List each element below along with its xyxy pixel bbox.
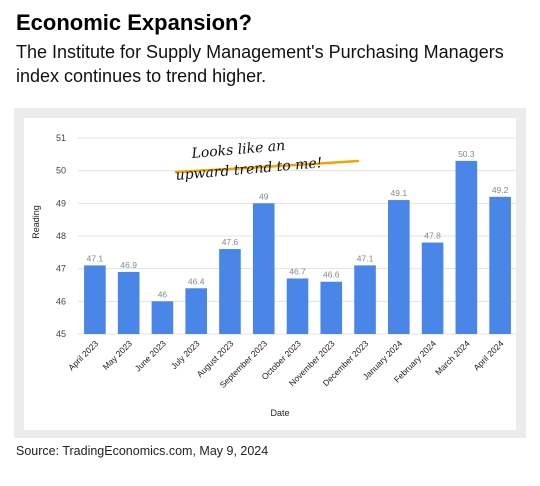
bars <box>84 160 511 334</box>
bar <box>489 196 511 334</box>
y-axis-label: Reading <box>31 205 41 239</box>
headline: Economic Expansion? <box>16 10 252 35</box>
bar <box>84 265 106 334</box>
bar <box>455 160 478 334</box>
y-tick-label: 48 <box>56 231 66 241</box>
data-label: 47.6 <box>222 237 239 247</box>
data-labels: 47.1 46.9 46 46.4 47.6 49 46.7 46.6 47.1 49.1 47.8… <box>87 149 509 299</box>
data-label: 49.2 <box>492 185 509 195</box>
x-axis-label: Date <box>270 408 289 418</box>
bar <box>354 265 376 334</box>
y-tick-label: 47 <box>56 264 66 274</box>
data-label: 49.1 <box>391 188 408 198</box>
x-tick-label: April 2024 <box>471 338 505 372</box>
data-label: 46 <box>158 289 168 299</box>
annotation: Looks like an upward trend to me! <box>174 138 360 184</box>
data-label: 49 <box>259 191 269 201</box>
y-tick-label: 51 <box>56 133 66 143</box>
data-label: 47.8 <box>424 231 441 241</box>
data-label: 50.3 <box>458 149 475 159</box>
x-tick-label: April 2023 <box>66 338 100 372</box>
annotation-line-1: Looks like an <box>190 138 286 162</box>
x-tick-label: May 2023 <box>101 338 135 372</box>
data-label: 47.1 <box>87 253 104 263</box>
bar <box>252 203 275 334</box>
source-note: Source: TradingEconomics.com, May 9, 202… <box>16 444 269 458</box>
y-axis-ticks: 45 46 47 48 49 50 51 <box>56 133 66 339</box>
bar <box>117 271 140 334</box>
data-label: 46.7 <box>289 266 306 276</box>
bar <box>185 288 207 334</box>
data-label: 46.4 <box>188 276 205 286</box>
data-label: 47.1 <box>357 253 374 263</box>
x-tick-label: July 2023 <box>169 338 202 371</box>
data-label: 46.6 <box>323 270 340 280</box>
bar <box>320 281 343 334</box>
x-tick-label: June 2023 <box>133 338 168 373</box>
annotation-underline <box>174 159 360 174</box>
bar <box>388 200 410 334</box>
x-tick-label: March 2024 <box>433 338 472 377</box>
bar <box>219 249 241 334</box>
data-label: 46.9 <box>120 260 137 270</box>
y-tick-label: 46 <box>56 296 66 306</box>
bar <box>421 242 444 334</box>
y-tick-label: 49 <box>56 198 66 208</box>
y-tick-label: 45 <box>56 329 66 339</box>
bar <box>286 278 309 334</box>
y-tick-label: 50 <box>56 166 66 176</box>
subheadline: The Institute for Supply Management's Pu… <box>16 42 504 86</box>
bar <box>151 301 174 334</box>
